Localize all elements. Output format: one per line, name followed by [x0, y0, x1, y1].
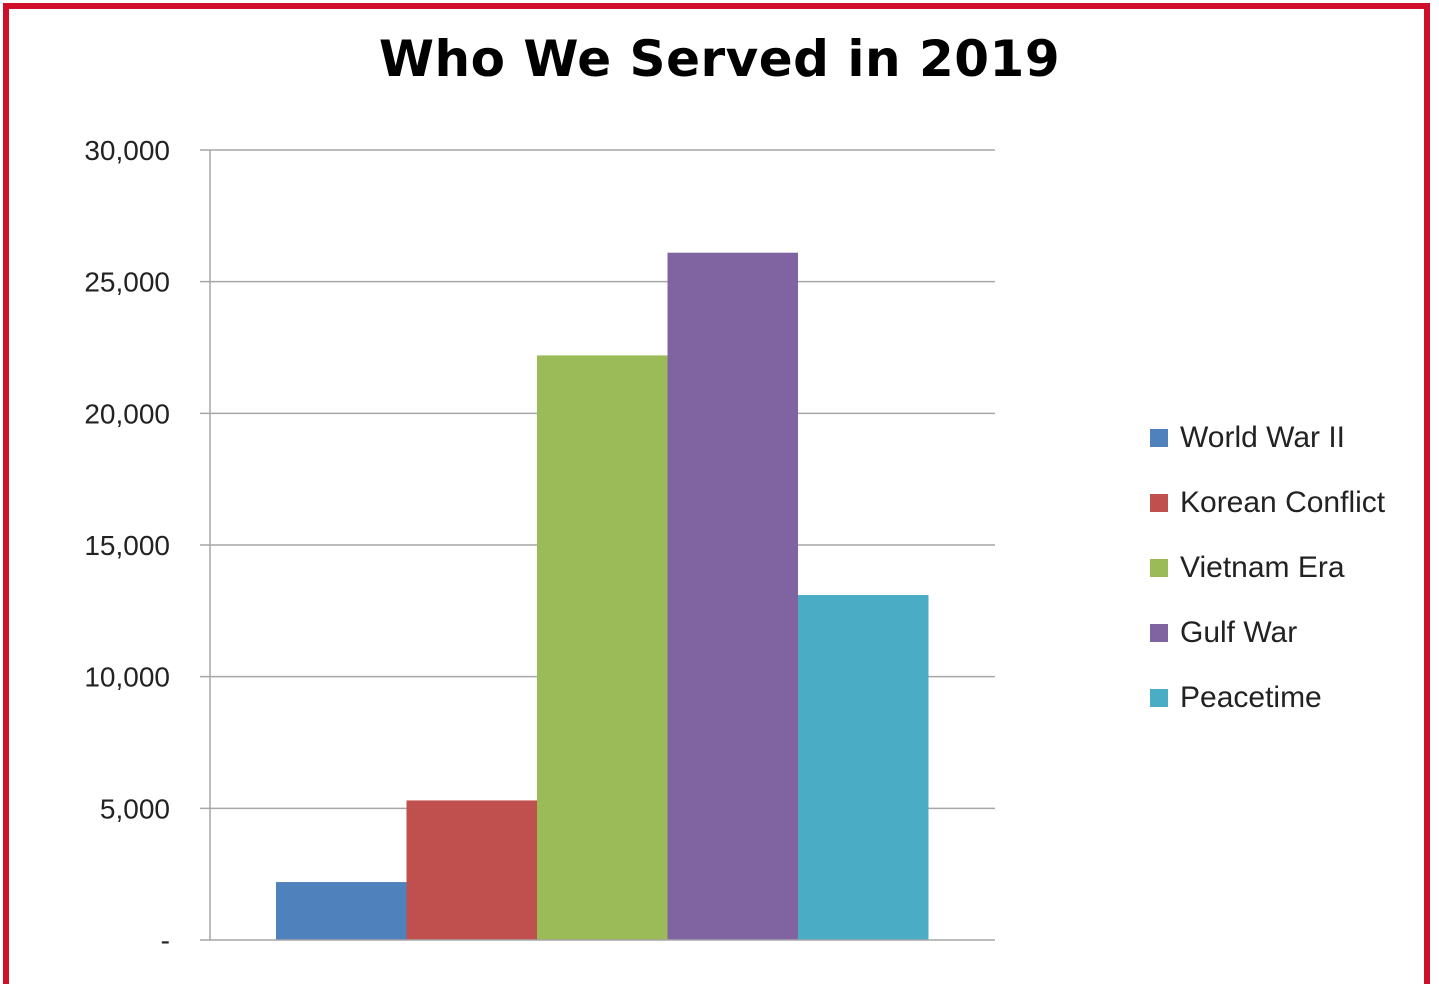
y-tick-label: - — [161, 925, 170, 956]
legend-label: Korean Conflict — [1180, 485, 1386, 519]
legend-swatch — [1150, 493, 1168, 512]
axes — [200, 150, 995, 941]
y-tick-label: 30,000 — [84, 135, 170, 166]
legend-label: Gulf War — [1180, 615, 1298, 649]
legend-item: Vietnam Era — [1150, 535, 1385, 600]
y-tick-label: 20,000 — [84, 398, 170, 429]
chart-title: Who We Served in 2019 — [378, 30, 1061, 88]
legend-label: World War II — [1180, 420, 1346, 454]
legend: World War II Korean Conflict Vietnam Era Gu… — [1150, 405, 1385, 730]
legend-swatch — [1150, 428, 1168, 447]
legend-swatch — [1150, 688, 1168, 707]
legend-label: Vietnam Era — [1180, 550, 1345, 584]
legend-item: Gulf War — [1150, 600, 1385, 665]
legend-item: World War II — [1150, 405, 1385, 470]
bar-world-war-ii — [276, 882, 407, 940]
bar-peacetime — [798, 595, 929, 940]
legend-label: Peacetime — [1180, 680, 1322, 714]
y-axis-ticks: - 5,000 10,000 15,000 20,000 25,000 30,000 — [84, 135, 170, 956]
bars — [276, 252, 929, 940]
legend-swatch — [1150, 623, 1168, 642]
bar-vietnam-era — [537, 355, 668, 940]
bar-gulf-war — [667, 252, 798, 940]
bar-korean-conflict — [406, 800, 537, 940]
legend-item: Korean Conflict — [1150, 470, 1385, 535]
y-tick-label: 25,000 — [84, 267, 170, 298]
y-tick-label: 5,000 — [100, 793, 170, 824]
legend-item: Peacetime — [1150, 665, 1385, 730]
y-tick-label: 10,000 — [84, 662, 170, 693]
legend-swatch — [1150, 558, 1168, 577]
y-tick-label: 15,000 — [84, 530, 170, 561]
